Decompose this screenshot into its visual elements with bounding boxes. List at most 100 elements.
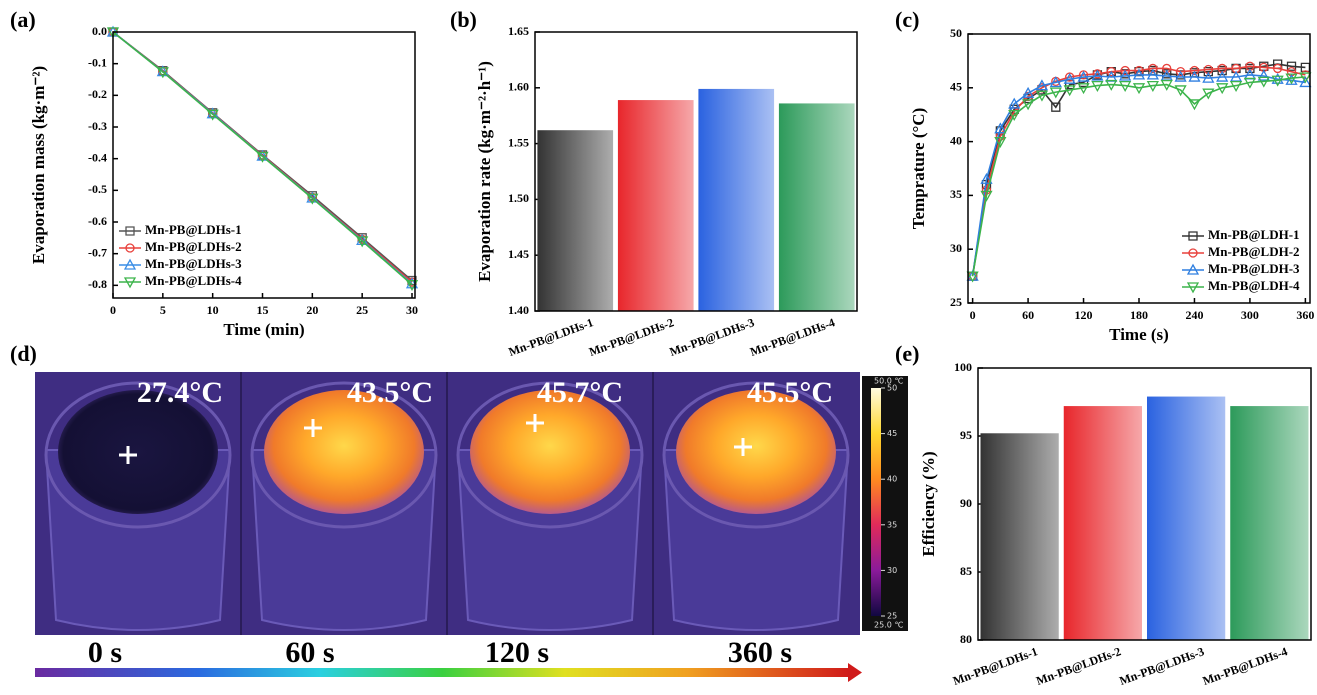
y-axis-title: Efficiency (%) [919,451,938,556]
x-tick-label: 0 [970,308,976,322]
y-tick-label: -0.5 [88,182,107,196]
x-tick-label: Mn-PB@LDHs-3 [1118,644,1207,688]
bar [1147,397,1225,640]
y-axis-title: Evaporation mass (kg·m⁻²) [29,66,48,264]
x-tick-label: 0 [110,303,116,317]
x-tick-label: Mn-PB@LDHs-4 [748,315,837,359]
x-axis-title: Time (min) [223,320,304,339]
time-label: 60 s [285,636,334,669]
y-tick-label: 25 [950,295,962,309]
y-tick-label: 1.40 [508,303,529,317]
x-tick-label: 60 [1022,308,1034,322]
arrow-head [848,663,862,682]
panel-label: (c) [895,7,919,32]
y-axis-title: Temprature (°C) [909,108,928,230]
x-tick-label: Mn-PB@LDHs-2 [587,315,676,359]
y-tick-label: 95 [960,428,972,442]
temperature-label: 45.5°C [747,376,833,409]
chart-panel: (c) Temprature (°C) 25 30 35 40 45 50 0 60 120 180 2… [895,7,1314,344]
panel-label: (a) [10,7,36,32]
y-tick-label: 1.60 [508,80,529,94]
time-label: 360 s [728,636,792,669]
x-tick-label: Mn-PB@LDHs-1 [951,644,1040,688]
x-tick-label: 30 [406,303,418,317]
y-tick-label: 1.50 [508,191,529,205]
colorbar [871,388,881,616]
y-tick-label: 100 [954,360,972,374]
legend-label: Mn-PB@LDH-1 [1208,227,1300,242]
colorbar-tick-label: 50 [887,384,897,393]
bar [1230,406,1308,640]
colorbar-tick-label: 45 [887,429,897,438]
y-tick-label: 85 [960,564,972,578]
y-tick-label: 40 [950,133,962,147]
x-tick-label: Mn-PB@LDHs-3 [668,315,757,359]
colorbar-tick-label: 25 [887,612,897,621]
y-tick-label: -0.3 [88,119,107,133]
x-tick-label: 25 [356,303,368,317]
panel-label: (d) [10,341,37,366]
chart-panel: (b) Evaporation rate (kg·m⁻²·h⁻¹) 1.40 1.45… [450,7,857,359]
x-tick-label: 240 [1185,308,1203,322]
colorbar-tick-label: 40 [887,475,897,484]
thermal-panel: (d) 50.0 ℃ 25.0 ℃ 27.4°C0 s43.5°C60 s45.… [10,341,908,682]
panel-label: (b) [450,7,477,32]
colorbar-tick-label: 35 [887,520,897,529]
x-tick-label: 10 [207,303,219,317]
time-label: 0 s [88,636,122,669]
y-tick-label: 80 [960,632,972,646]
y-tick-label: -0.2 [88,87,107,101]
y-tick-label: 45 [950,80,962,94]
x-tick-label: Mn-PB@LDHs-2 [1034,644,1123,688]
y-axis-title: Evaporation rate (kg·m⁻²·h⁻¹) [475,61,494,282]
legend-label: Mn-PB@LDH-2 [1208,244,1300,259]
legend-label: Mn-PB@LDHs-4 [145,273,242,288]
temperature-label: 43.5°C [347,376,433,409]
y-tick-label: 0.0 [92,24,107,38]
y-tick-label: 1.45 [508,247,529,261]
bar [1064,406,1142,640]
y-tick-label: -0.1 [88,55,107,69]
y-tick-label: -0.6 [88,214,107,228]
x-axis-title: Time (s) [1109,325,1169,344]
colorbar-frame [862,376,908,631]
y-tick-label: 1.65 [508,24,529,38]
chart-panel: (a) Evaporation mass (kg·m⁻²) 0.0 -0.1 -0.2 -… [10,7,418,339]
legend-label: Mn-PB@LDHs-3 [145,256,242,271]
panel-label: (e) [895,341,919,366]
bar [779,103,855,311]
y-tick-label: 1.55 [508,135,529,149]
legend-label: Mn-PB@LDH-4 [1208,278,1300,293]
bar [980,433,1058,640]
temperature-label: 45.7°C [537,376,623,409]
x-tick-label: 5 [160,303,166,317]
legend-label: Mn-PB@LDHs-2 [145,239,242,254]
time-label: 120 s [485,636,549,669]
x-tick-label: 120 [1075,308,1093,322]
time-arrow [35,668,850,677]
x-tick-label: 15 [257,303,269,317]
bar [537,130,613,311]
colorbar-min: 25.0 ℃ [874,621,903,630]
y-tick-label: -0.7 [88,245,107,259]
y-tick-label: 50 [950,26,962,40]
figure: (d) 50.0 ℃ 25.0 ℃ 27.4°C0 s43.5°C60 s45.… [0,0,1317,690]
temperature-label: 27.4°C [137,376,223,409]
bar [698,89,774,311]
y-tick-label: -0.4 [88,150,107,164]
x-tick-label: Mn-PB@LDHs-4 [1201,644,1290,688]
x-tick-label: Mn-PB@LDHs-1 [507,315,596,359]
legend-label: Mn-PB@LDHs-1 [145,222,242,237]
bar [618,100,694,311]
legend-label: Mn-PB@LDH-3 [1208,261,1300,276]
x-tick-label: 360 [1296,308,1314,322]
y-tick-label: 90 [960,496,972,510]
x-tick-label: 300 [1241,308,1259,322]
colorbar-tick-label: 30 [887,566,897,575]
x-tick-label: 20 [306,303,318,317]
chart-panel: (e) Efficiency (%) 80 85 90 95 100 Mn-PB@LDHs-1… [895,341,1311,688]
x-tick-label: 180 [1130,308,1148,322]
y-tick-label: -0.8 [88,277,107,291]
y-tick-label: 30 [950,241,962,255]
y-tick-label: 35 [950,187,962,201]
